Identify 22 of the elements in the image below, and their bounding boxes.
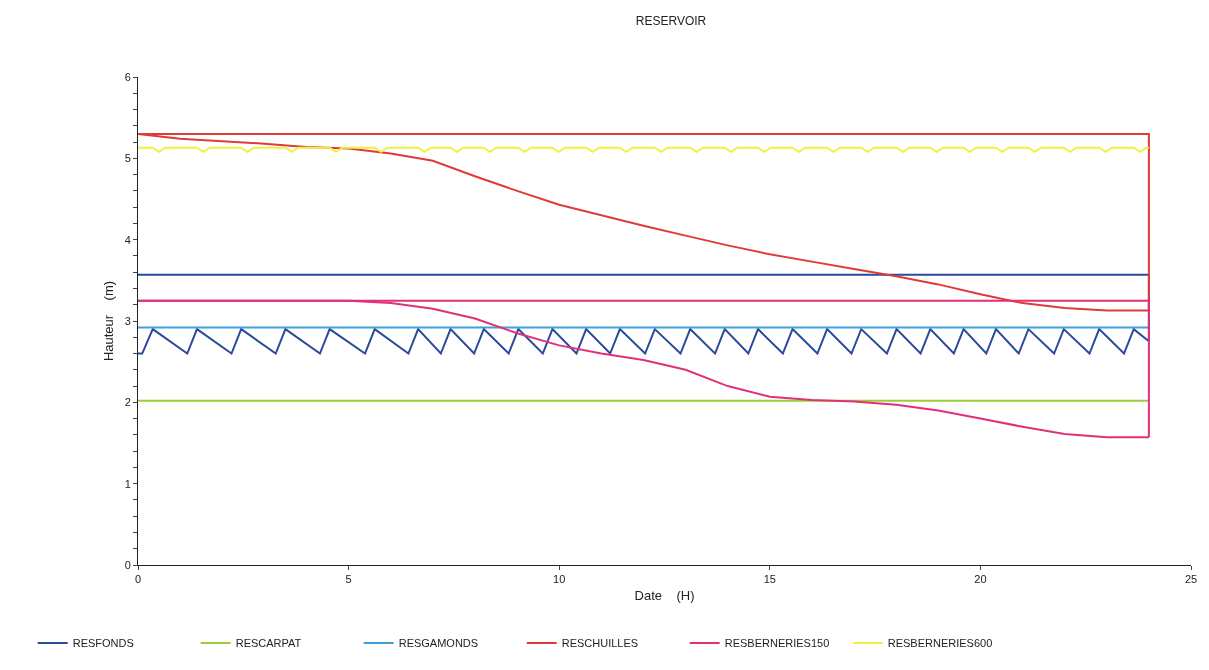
x-tick-label: 10	[553, 573, 566, 586]
legend-label: RESFONDS	[72, 637, 134, 650]
y-axis-title: Hauteur (m)	[100, 280, 116, 362]
y-tick-label: 0	[124, 558, 131, 571]
y-tick-label: 3	[124, 314, 131, 327]
legend-label: RESCARPAT	[235, 637, 302, 650]
y-tick-label: 1	[124, 477, 131, 490]
x-tick-label: 25	[1184, 573, 1198, 586]
legend-label: RESGAMONDS	[398, 637, 479, 650]
x-tick-label: 20	[974, 573, 987, 586]
y-tick-label: 4	[124, 233, 131, 246]
x-axis-title: Date (H)	[634, 587, 695, 603]
legend-label: RESBERNERIES150	[724, 637, 830, 650]
x-tick-label: 15	[763, 573, 776, 586]
y-tick-label: 5	[124, 152, 131, 165]
y-tick-label: 2	[124, 396, 131, 409]
x-tick-label: 5	[345, 573, 352, 586]
y-tick-label: 6	[124, 70, 131, 83]
legend-label: RESCHUILLES	[561, 637, 639, 650]
chart-title: RESERVOIR	[635, 14, 707, 29]
legend-label: RESBERNERIES600	[887, 637, 993, 650]
x-tick-label: 0	[134, 573, 142, 586]
